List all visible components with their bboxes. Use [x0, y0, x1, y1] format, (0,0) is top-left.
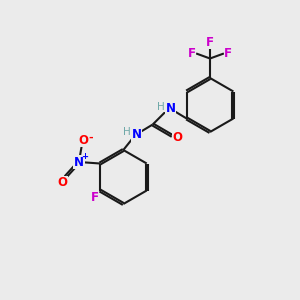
Text: H: H [123, 127, 131, 137]
Text: F: F [91, 190, 98, 204]
Text: +: + [81, 152, 88, 161]
Text: N: N [74, 155, 84, 169]
Text: F: F [188, 47, 196, 60]
Text: O: O [172, 131, 183, 144]
Text: O: O [78, 134, 88, 147]
Text: O: O [57, 176, 68, 190]
Text: H: H [157, 101, 165, 112]
Text: F: F [206, 36, 214, 49]
Text: N: N [166, 101, 176, 115]
Text: N: N [132, 128, 142, 142]
Text: -: - [88, 133, 93, 143]
Text: F: F [224, 47, 232, 60]
